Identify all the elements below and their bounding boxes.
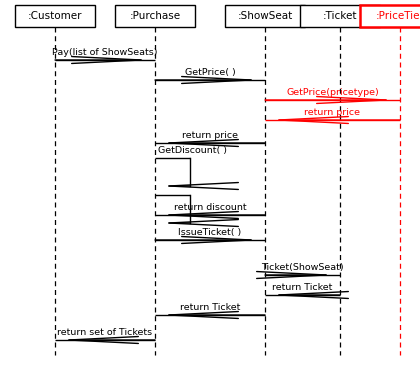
Bar (300, 5, 380, 27)
Text: Pay(list of ShowSeats): Pay(list of ShowSeats) (52, 48, 158, 57)
Bar (115, 5, 195, 27)
Text: :Customer: :Customer (28, 11, 82, 21)
Bar (225, 5, 305, 27)
Text: return price: return price (182, 131, 238, 140)
Text: :Purchase: :Purchase (129, 11, 181, 21)
Text: GetPrice(pricetype): GetPrice(pricetype) (286, 88, 379, 97)
Text: GetPrice( ): GetPrice( ) (185, 68, 235, 77)
Bar (360, 5, 420, 27)
Text: :ShowSeat: :ShowSeat (237, 11, 293, 21)
Text: Ticket(ShowSeat): Ticket(ShowSeat) (261, 263, 344, 272)
Text: :PriceTier: :PriceTier (375, 11, 420, 21)
Text: IssueTicket( ): IssueTicket( ) (178, 228, 242, 237)
Text: return price: return price (304, 108, 360, 117)
Text: return Ticket: return Ticket (272, 283, 333, 292)
Text: :Ticket: :Ticket (323, 11, 357, 21)
Bar (15, 5, 95, 27)
Text: return set of Tickets: return set of Tickets (58, 328, 152, 337)
Text: return discount: return discount (174, 203, 246, 212)
Text: GetDiscount( ): GetDiscount( ) (158, 146, 227, 155)
Text: return Ticket: return Ticket (180, 303, 240, 312)
